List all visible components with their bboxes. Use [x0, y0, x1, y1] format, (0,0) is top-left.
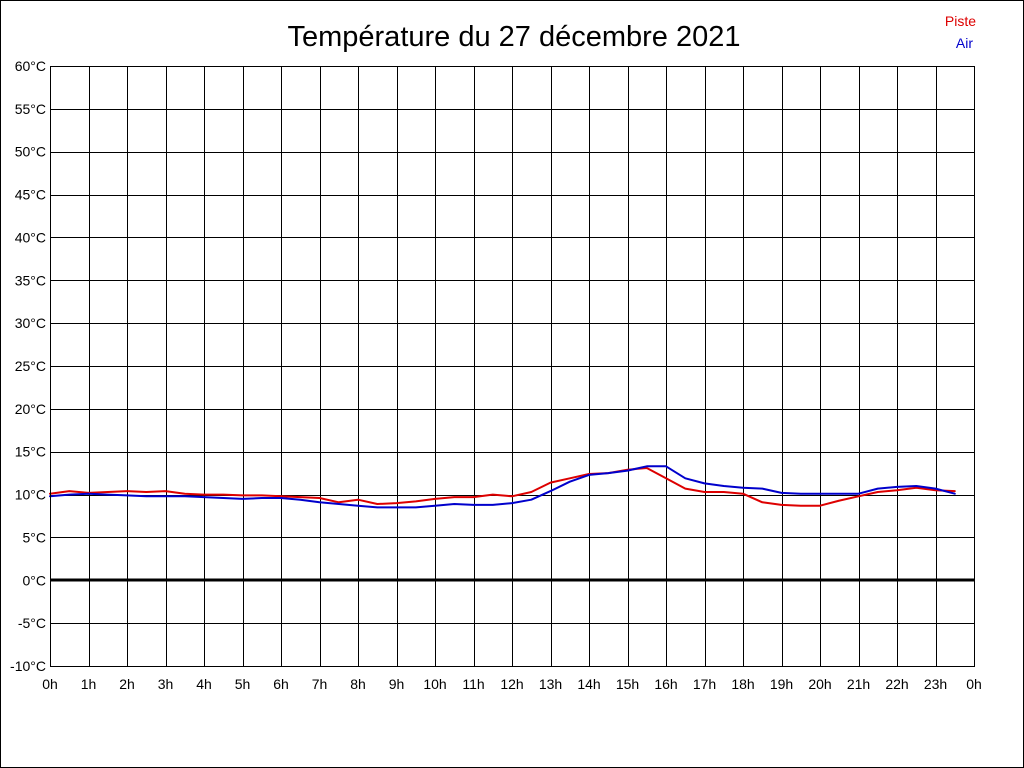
x-tick-label: 8h [350, 676, 366, 692]
x-tick-label: 18h [731, 676, 754, 692]
x-tick-label: 19h [770, 676, 793, 692]
series-lines [49, 465, 956, 509]
x-tick-label: 13h [539, 676, 562, 692]
x-tick-label: 22h [885, 676, 908, 692]
x-tick-label: 4h [196, 676, 212, 692]
x-tick-label: 12h [500, 676, 523, 692]
y-tick-label: 25°C [15, 358, 46, 374]
x-tick-label: 11h [462, 676, 484, 692]
y-tick-label: 5°C [23, 529, 47, 545]
x-tick-label: 0h [966, 676, 982, 692]
legend-label-air: Air [956, 35, 973, 51]
legend: Piste Air [945, 13, 976, 51]
x-tick-label: 3h [158, 676, 174, 692]
x-tick-label: 17h [693, 676, 716, 692]
y-tick-label: 30°C [15, 315, 46, 331]
chart-title: Température du 27 décembre 2021 [287, 21, 740, 53]
y-tick-label: 35°C [15, 272, 46, 288]
x-tick-label: 6h [273, 676, 289, 692]
y-tick-label: 50°C [15, 144, 46, 160]
x-tick-label: 1h [81, 676, 97, 692]
y-tick-label: 45°C [15, 187, 46, 203]
x-tick-label: 23h [924, 676, 947, 692]
y-tick-label: 15°C [15, 444, 46, 460]
x-tick-label: 0h [42, 676, 58, 692]
x-tick-label: 14h [577, 676, 600, 692]
y-tick-label: -10°C [10, 658, 46, 674]
x-tick-label: 10h [423, 676, 446, 692]
y-tick-label: 60°C [15, 58, 46, 74]
legend-label-piste: Piste [945, 13, 976, 29]
x-tick-label: 20h [808, 676, 831, 692]
y-tick-label: 40°C [15, 229, 46, 245]
grid-lines [50, 66, 975, 667]
series-line-piste [49, 467, 956, 507]
y-tick-label: 20°C [15, 401, 46, 417]
plot-area-border [50, 66, 975, 667]
y-tick-label: 55°C [15, 101, 46, 117]
x-tick-label: 5h [235, 676, 251, 692]
x-tick-label: 7h [312, 676, 328, 692]
y-tick-label: 10°C [15, 487, 46, 503]
x-tick-label: 15h [616, 676, 639, 692]
y-tick-label: 0°C [23, 572, 47, 588]
y-axis-tick-labels: -10°C -5°C 0°C 5°C 10°C 15°C 20°C 25°C 30°C 35°C 4… [10, 58, 46, 674]
series-line-air [49, 465, 956, 509]
x-tick-label: 2h [119, 676, 135, 692]
x-tick-label: 9h [389, 676, 405, 692]
x-tick-label: 21h [847, 676, 870, 692]
x-tick-label: 16h [654, 676, 677, 692]
x-axis-tick-labels: 0h 1h 2h 3h 4h 5h 6h 7h 8h 9h 10h 11h 12h 13h 14h 15h 16… [42, 676, 982, 692]
y-tick-label: -5°C [18, 615, 46, 631]
